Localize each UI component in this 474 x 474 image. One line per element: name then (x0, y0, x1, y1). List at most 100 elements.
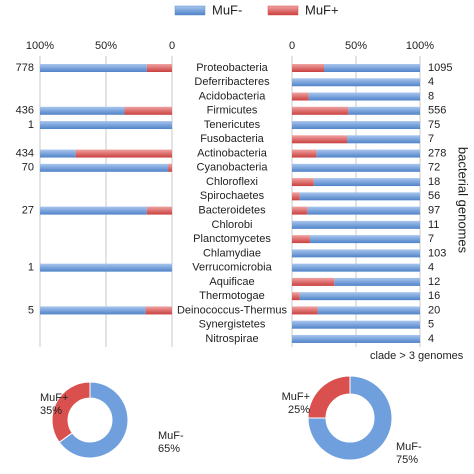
pie-slice (307, 375, 351, 419)
category-label: Chloroflexi (206, 176, 258, 188)
bar-segment (40, 121, 172, 130)
count-label: 778 (16, 62, 34, 74)
pie-slice (307, 375, 393, 461)
pie-value-label: 75% (396, 454, 418, 466)
bar-segment (75, 149, 172, 158)
bar-segment (334, 277, 420, 286)
bar-segment (324, 64, 420, 72)
category-label: Proteobacteria (196, 62, 268, 74)
bar-segment (146, 64, 172, 72)
count-label: 75 (428, 119, 440, 131)
bar-segment (292, 78, 420, 87)
count-label: 4 (428, 76, 434, 88)
bar-segment (309, 235, 420, 244)
count-label: 556 (428, 105, 446, 117)
bar-segment (292, 206, 308, 215)
category-label: Deferribacteres (194, 76, 270, 88)
bar-segment (292, 235, 310, 244)
count-label: 436 (16, 105, 34, 117)
category-label: Aquificae (209, 276, 254, 288)
category-label: Nitrospirae (205, 333, 258, 345)
category-label: Acidobacteria (199, 90, 267, 102)
bar-segment (299, 292, 420, 301)
count-label: 11 (428, 219, 439, 231)
bar-segment (299, 192, 420, 201)
pie-category: MuF- (158, 430, 184, 442)
bar-segment (292, 178, 314, 187)
bar-segment (347, 135, 420, 144)
bar-segment (146, 206, 172, 215)
count-label: 7 (428, 233, 434, 245)
axis-title: bacterial genomes (456, 147, 471, 254)
count-label: 8 (428, 90, 434, 102)
bar-segment (40, 163, 169, 172)
bar-segment (316, 149, 420, 158)
bar-segment (313, 178, 420, 187)
bar-segment (292, 292, 300, 301)
bar-segment (40, 206, 147, 215)
count-label: 27 (22, 205, 34, 217)
bar-segment (124, 106, 172, 115)
bar-segment (40, 106, 125, 115)
bar-segment (40, 149, 76, 158)
category-label: Verrucomicrobia (192, 262, 272, 274)
pie-value-label: 65% (158, 443, 180, 455)
bar-segment (40, 263, 172, 272)
bar-segment (292, 306, 318, 315)
legend-swatch (174, 5, 206, 16)
bar-segment (292, 64, 324, 72)
bar-segment (292, 106, 349, 115)
x-tick-label: 50% (95, 40, 117, 52)
category-label: Tenericutes (204, 119, 261, 131)
category-label: Chlorobi (212, 219, 253, 231)
category-label: Spirochaetes (200, 190, 265, 202)
category-label: Cyanobacteria (197, 162, 269, 174)
count-label: 1 (28, 119, 34, 131)
count-label: 56 (428, 190, 440, 202)
category-label: Deinococcus-Thermus (177, 304, 288, 316)
x-tick-label: 50% (345, 40, 367, 52)
count-label: 1095 (428, 62, 452, 74)
category-label: Actinobacteria (197, 147, 268, 159)
count-label: 1 (28, 262, 34, 274)
category-label: Bacteroidetes (198, 205, 266, 217)
legend-label: MuF+ (305, 2, 339, 17)
bar-segment (307, 206, 420, 215)
count-label: 278 (428, 147, 446, 159)
category-label: Chlamydiae (203, 247, 261, 259)
bar-segment (40, 64, 147, 72)
pie-category: MuF+ (282, 391, 310, 403)
pie-slice (58, 381, 129, 459)
count-label: 70 (22, 162, 34, 174)
x-tick-label: 100% (406, 40, 434, 52)
count-label: 16 (428, 290, 440, 302)
pie-category: MuF+ (40, 392, 68, 404)
bar-segment (292, 334, 420, 343)
x-tick-label: 100% (26, 40, 54, 52)
count-label: 12 (428, 276, 440, 288)
count-label: 5 (428, 319, 434, 331)
count-label: 4 (428, 333, 434, 345)
bar-segment (292, 249, 420, 258)
category-label: Thermotogae (199, 290, 264, 302)
count-label: 434 (16, 147, 34, 159)
bar-segment (292, 135, 348, 144)
pie-value-label: 25% (288, 404, 310, 416)
bar-segment (292, 121, 420, 130)
count-label: 7 (428, 133, 434, 145)
category-label: Firmicutes (207, 105, 258, 117)
bar-segment (348, 106, 420, 115)
pie-category: MuF- (396, 441, 422, 453)
legend-label: MuF- (212, 2, 242, 17)
category-label: Synergistetes (199, 319, 266, 331)
bar-segment (292, 263, 420, 272)
count-label: 103 (428, 247, 446, 259)
bar-segment (317, 306, 420, 315)
legend-swatch (267, 5, 299, 16)
count-label: 97 (428, 205, 440, 217)
x-tick-label: 0 (169, 40, 175, 52)
bar-segment (308, 92, 420, 101)
bar-segment (292, 220, 420, 229)
bar-segment (292, 192, 300, 201)
category-label: Fusobacteria (200, 133, 264, 145)
